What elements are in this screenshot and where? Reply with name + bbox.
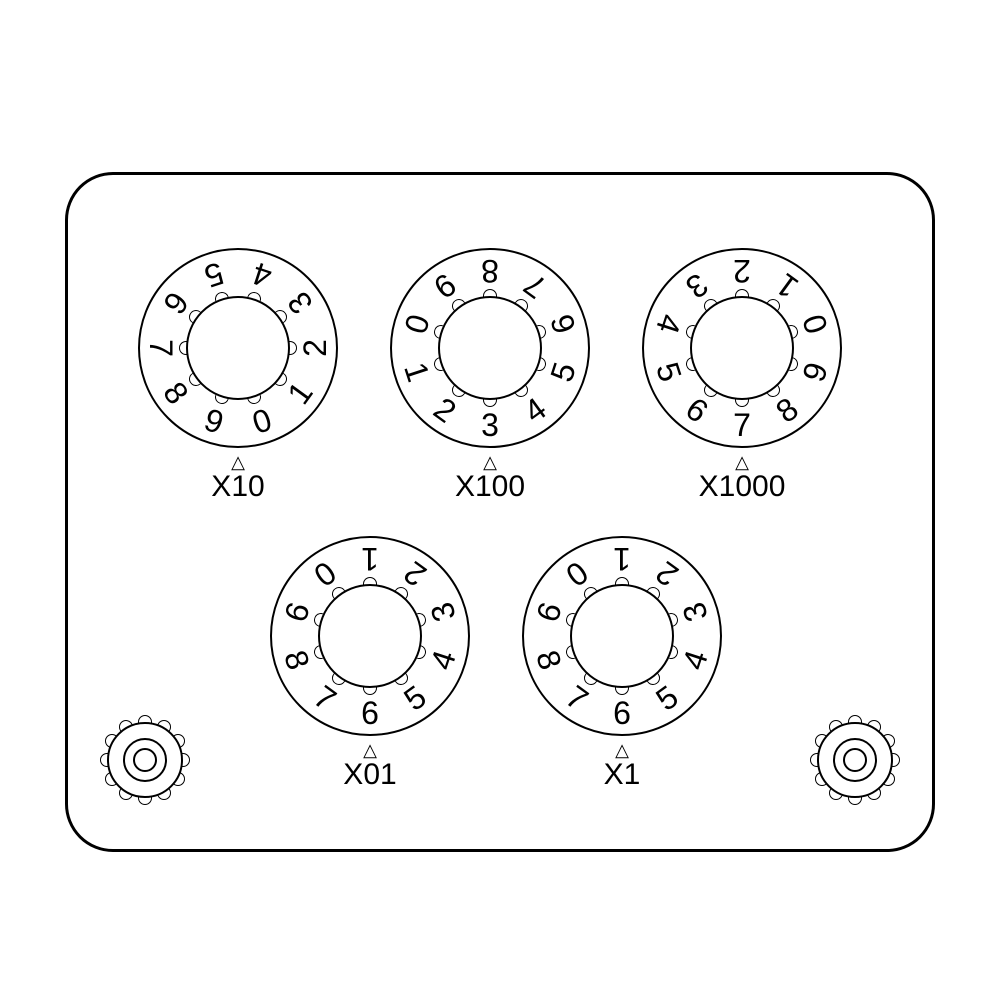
dial-digit: 8 [475,253,505,289]
dial-label: X1000 [699,470,786,504]
dial-inner-ring [570,584,674,688]
dial-inner-ring [318,584,422,688]
dial-digit: 2 [297,333,333,363]
dial-digit: 6 [607,695,637,731]
dial-label: X1 [604,758,641,792]
dial-digit: 7 [143,333,179,363]
dial-digit: 6 [355,695,385,731]
dial-label: X100 [455,470,525,504]
dial-digit: 3 [475,407,505,443]
dial-digit: 1 [355,541,385,577]
dial-label: X01 [343,758,396,792]
dial-label: X10 [211,470,264,504]
knob-center [843,748,867,772]
dial-inner-ring [690,296,794,400]
dial-digit: 7 [727,407,757,443]
dial-digit: 1 [607,541,637,577]
knob-center [133,748,157,772]
dial-digit: 2 [727,253,757,289]
dial-inner-ring [186,296,290,400]
dial-inner-ring [438,296,542,400]
